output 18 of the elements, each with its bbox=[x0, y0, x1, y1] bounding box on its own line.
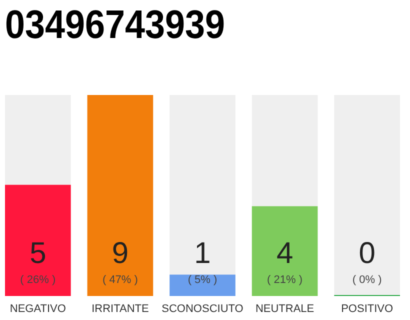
bar bbox=[170, 274, 236, 296]
x-tick-label: SCONOSCIUTO bbox=[162, 303, 244, 315]
data-label: ( 21% ) bbox=[267, 274, 303, 286]
data-label: ( 0% ) bbox=[352, 274, 382, 286]
annotation: 9 bbox=[112, 237, 129, 270]
x-tick-label: POSITIVO bbox=[341, 303, 394, 315]
annotation: 1 bbox=[194, 237, 211, 270]
annotation: 0 bbox=[358, 237, 376, 270]
data-label: ( 47% ) bbox=[102, 274, 138, 286]
x-tick-label: NEUTRALE bbox=[255, 303, 314, 315]
annotation: 4 bbox=[276, 237, 294, 270]
data-label: ( 5% ) bbox=[188, 274, 218, 286]
x-tick-label: NEGATIVO bbox=[10, 303, 66, 315]
data-label: ( 26% ) bbox=[20, 274, 56, 286]
x-tick-label: IRRITANTE bbox=[92, 303, 149, 315]
bar bbox=[87, 95, 154, 296]
chart-title: 03496743939 bbox=[5, 3, 250, 47]
annotation: 5 bbox=[30, 237, 46, 270]
